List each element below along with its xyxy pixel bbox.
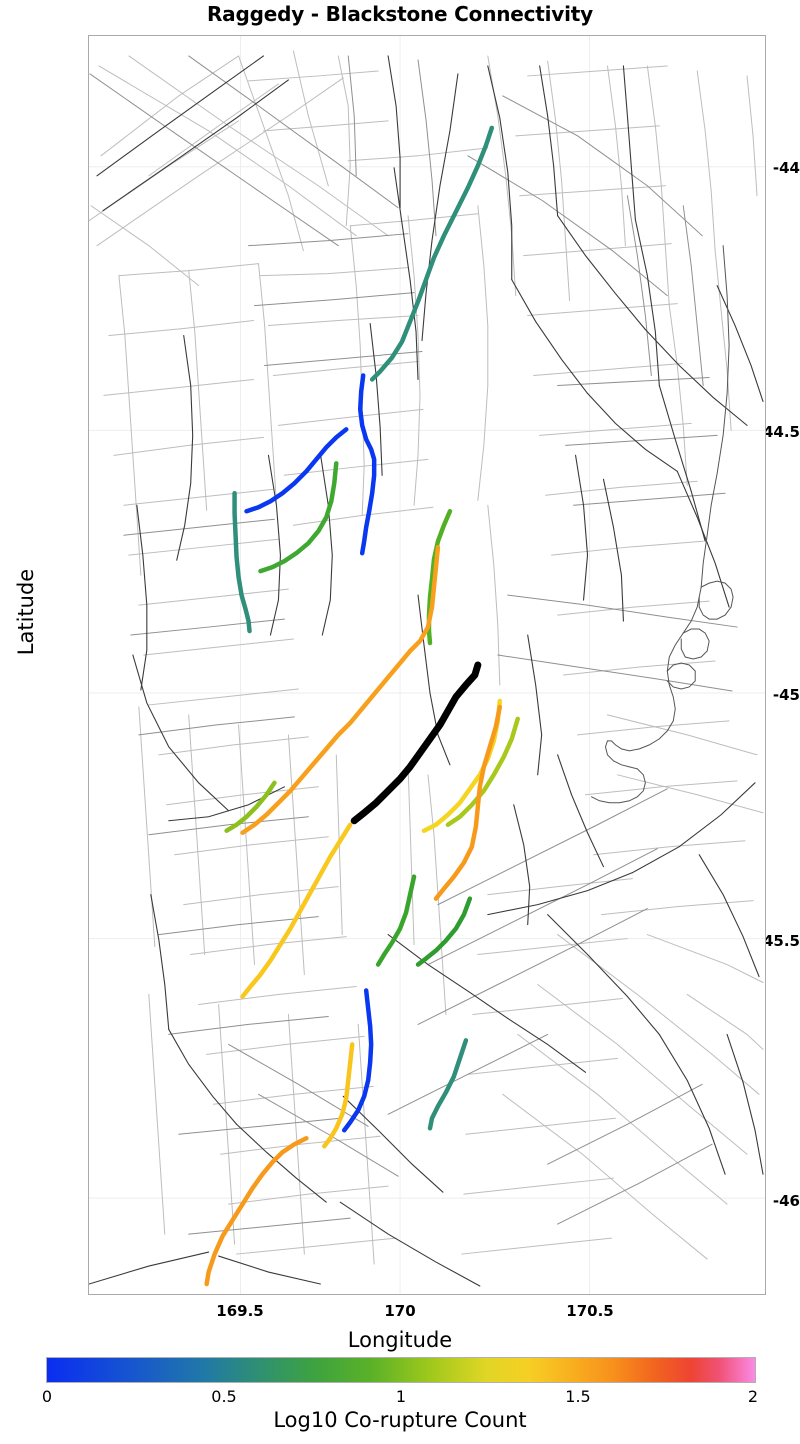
connected-fault-trace [415,896,473,967]
colorbar-tick-label: 1 [395,1387,407,1406]
connected-fault-trace [240,544,441,835]
connected-fault-trace [427,1038,469,1131]
xtick-label: 170 [384,1302,416,1320]
ytick-label: -45 [772,686,800,704]
connected-fault-trace [232,491,252,634]
connected-fault-traces [204,125,520,1287]
ytick-label: -44.5 [756,423,800,441]
ytick-label: -44 [772,159,800,177]
xtick-label: 169.5 [216,1302,264,1320]
colorbar-tick-label: 0 [41,1387,53,1406]
colorbar-label: Log10 Co-rupture Count [273,1408,527,1432]
colorbar-tick-label: 2 [747,1387,759,1406]
connected-fault-trace [204,1136,309,1287]
connected-fault-trace [445,716,520,827]
connected-fault-trace [322,1042,355,1149]
colorbar[interactable] [46,1357,756,1383]
connected-fault-trace [357,373,377,556]
connected-fault-trace [224,780,277,833]
y-axis-label: Latitude [14,568,38,656]
connected-fault-trace [433,704,503,901]
fault-map-svg [89,36,765,1294]
connected-fault-trace [258,461,339,574]
background-fault-traces [89,50,764,1287]
connected-fault-trace [375,874,417,967]
x-axis-label: Longitude [347,1328,453,1352]
connected-fault-trace [240,822,353,999]
xtick-label: 170.5 [566,1302,614,1320]
colorbar-gradient [46,1357,756,1383]
connected-fault-trace [244,427,349,514]
colorbar-tick-label: 1.5 [565,1387,591,1406]
map-plot-area[interactable] [88,35,766,1295]
ytick-label: -45.5 [756,932,800,950]
colorbar-tick-label: 0.5 [211,1387,237,1406]
connected-fault-trace [342,988,374,1133]
source-fault-trace [350,661,482,825]
ytick-label: -46 [772,1192,800,1210]
connected-fault-trace [369,125,495,382]
source-fault-path [350,661,482,825]
connected-fault-trace [426,508,453,646]
page-title: Raggedy - Blackstone Connectivity [206,2,594,26]
